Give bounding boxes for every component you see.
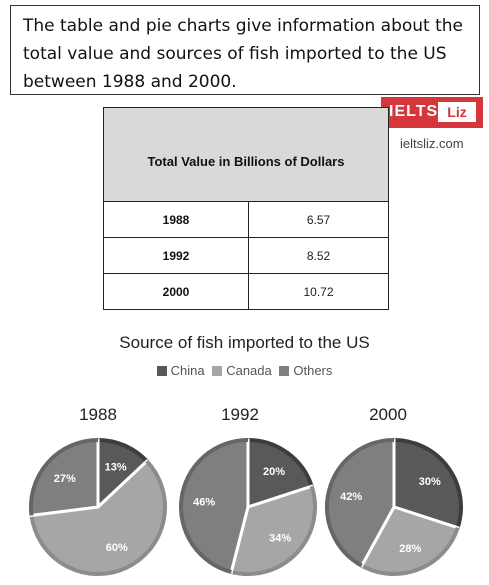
legend-item-china: China xyxy=(156,363,205,378)
pie-rim-others-1992 xyxy=(179,438,249,574)
legend-label: Canada xyxy=(226,363,272,378)
legend-swatch-china xyxy=(156,366,167,376)
table-row: 1988 6.57 xyxy=(103,201,389,238)
pie-rim-others-1988 xyxy=(29,438,99,516)
pie-chart-title: Source of fish imported to the US xyxy=(119,333,370,352)
legend-label: Others xyxy=(293,363,333,378)
pie-rim-canada-1992 xyxy=(230,485,317,576)
prompt-line-3: between 1988 and 2000. xyxy=(23,72,237,92)
table-cell-value: 10.72 xyxy=(248,273,389,310)
pie-charts: 13% 60% 27% 20% 34% 46% 30% 28% 42% xyxy=(29,438,463,576)
pie-data-label-china-2000: 30% xyxy=(419,476,441,488)
pie-data-label-canada-1988: 60% xyxy=(106,542,128,554)
ielts-liz-logo: IELTS Liz xyxy=(381,97,483,128)
value-table: Total Value in Billions of Dollars 1988 … xyxy=(103,107,389,310)
legend-label: China xyxy=(170,363,205,378)
site-url: ieltsliz.com xyxy=(400,136,464,151)
legend-swatch-canada xyxy=(212,366,223,376)
table-cell-year: 2000 xyxy=(103,273,249,310)
pie-data-label-china-1988: 13% xyxy=(105,461,127,473)
prompt-line-2: total value and sources of fish imported… xyxy=(23,44,447,64)
pie-data-label-china-1992: 20% xyxy=(263,466,285,478)
pie-year-label: 1988 xyxy=(79,405,117,424)
pie-year-label: 1992 xyxy=(221,405,259,424)
chart-legend: China Canada Others xyxy=(0,363,489,378)
pie-data-label-canada-2000: 28% xyxy=(399,543,421,555)
legend-item-others: Others xyxy=(279,363,332,378)
table-cell-year: 1988 xyxy=(103,201,249,238)
pie-rim-china-1992 xyxy=(247,438,314,487)
table-cell-value: 8.52 xyxy=(248,237,389,274)
prompt-line-1: The table and pie charts give informatio… xyxy=(23,16,464,36)
table-cell-year: 1992 xyxy=(103,237,249,274)
pie-data-label-others-1988: 27% xyxy=(54,473,76,485)
pie-rim-others-2000 xyxy=(325,438,395,568)
pie-rim-canada-1988 xyxy=(29,459,167,576)
pie-rim-china-2000 xyxy=(393,438,463,529)
pie-year-label: 2000 xyxy=(369,405,407,424)
pie-data-label-others-2000: 42% xyxy=(340,491,362,503)
legend-item-canada: Canada xyxy=(212,363,272,378)
pie-data-label-canada-1992: 34% xyxy=(269,532,291,544)
table-cell-value: 6.57 xyxy=(248,201,389,238)
pie-rim-canada-2000 xyxy=(360,527,460,576)
logo-badge: Liz xyxy=(438,102,476,122)
logo-text: IELTS xyxy=(389,103,439,120)
table-row: 1992 8.52 xyxy=(103,237,389,274)
pie-rim-china-1988 xyxy=(97,438,149,463)
table-header: Total Value in Billions of Dollars xyxy=(103,107,389,202)
pie-data-label-others-1992: 46% xyxy=(193,497,215,509)
legend-swatch-others xyxy=(279,366,290,376)
table-row: 2000 10.72 xyxy=(103,273,389,310)
task-prompt: The table and pie charts give informatio… xyxy=(10,5,480,95)
